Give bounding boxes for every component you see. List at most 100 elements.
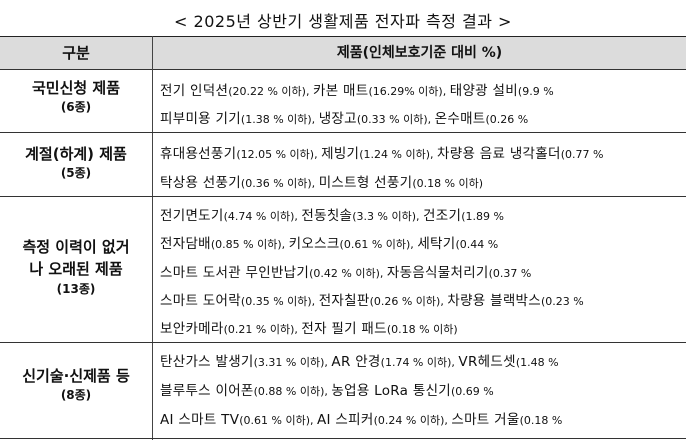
product-value: (1.48 % (515, 356, 559, 369)
product-value: (0.69 % (451, 385, 494, 398)
product-value: (0.26 % (485, 113, 529, 126)
product-value: (12.05 % 이하), (236, 148, 322, 161)
product-row: 피부미용 기기(1.38 % 이하), 냉장고(0.33 % 이하), 온수매트… (160, 107, 528, 127)
product-name: 전동칫솔 (301, 208, 353, 224)
category-label: 신기술·신제품 등 (22, 367, 130, 385)
product-name: 차량용 블랙박스 (447, 293, 541, 309)
product-value: (0.88 % 이하), (253, 385, 332, 398)
category-label: 측정 이력이 없거나 오래된 제품 (22, 238, 130, 278)
results-table: 구분 제품(인체보호기준 대비 %) 국민신청 제품 (6종) 전기 인덕션(2… (0, 36, 686, 440)
product-name: 전자칠판 (318, 293, 370, 309)
product-name: 건조기 (423, 208, 462, 224)
product-value: (1.89 % (461, 210, 504, 223)
category-count: (6종) (60, 100, 92, 114)
product-name: 카본 매트 (312, 83, 369, 99)
product-row: 탁상용 선풍기(0.36 % 이하), 미스트형 선풍기(0.18 % 이하) (160, 171, 483, 191)
product-row: 전자담배(0.85 % 이하), 키오스크(0.61 % 이하), 세탁기(0.… (160, 232, 498, 252)
product-name: AI 스마트 TV (160, 412, 240, 428)
product-name: VR헤드셋 (458, 354, 516, 370)
column-divider (152, 36, 153, 440)
header-category-cell: 구분 (0, 37, 153, 69)
product-name: 온수매트 (434, 111, 486, 127)
product-value: (4.74 % 이하), (223, 210, 302, 223)
category-count: (13종) (56, 282, 96, 296)
product-name: 전기면도기 (160, 208, 224, 224)
product-name: 전자담배 (160, 236, 211, 252)
product-name: 냉장고 (318, 111, 357, 127)
product-row: 휴대용선풍기(12.05 % 이하), 제빙기(1.24 % 이하), 차량용 … (160, 142, 603, 162)
product-value: (0.21 % 이하), (223, 323, 302, 336)
product-row: 보안카메라(0.21 % 이하), 전자 필기 패드(0.18 % 이하) (160, 317, 458, 337)
category-no-history: 측정 이력이 없거나 오래된 제품 (13종) (0, 236, 152, 298)
product-value: (0.24 % 이하), (373, 414, 452, 427)
product-row: 전기 인덕션(20.22 % 이하), 카본 매트(16.29% 이하), 태양… (160, 79, 554, 99)
product-value: (0.85 % 이하), (210, 238, 289, 251)
product-name: 자동음식물처리기 (386, 265, 489, 281)
product-name: 탄산가스 발생기 (160, 354, 254, 370)
product-value: (0.37 % (488, 267, 532, 280)
category-new-tech: 신기술·신제품 등 (8종) (0, 366, 152, 404)
product-name: 탁상용 선풍기 (160, 175, 241, 191)
product-value: (1.24 % 이하), (359, 148, 438, 161)
product-row: AI 스마트 TV(0.61 % 이하), AI 스피커(0.24 % 이하),… (160, 408, 562, 428)
product-name: 피부미용 기기 (160, 111, 241, 127)
group-divider (0, 342, 686, 343)
product-value: (0.61 % 이하), (339, 238, 418, 251)
product-name: 미스트형 선풍기 (318, 175, 413, 191)
product-name: 농업용 LoRa 통신기 (331, 383, 452, 399)
category-count: (5종) (60, 166, 92, 180)
header-category: 구분 (62, 44, 90, 62)
product-row: 스마트 도서관 무인반납기(0.42 % 이하), 자동음식물처리기(0.37 … (160, 261, 531, 281)
header-product-cell: 제품(인체보호기준 대비 %) (153, 37, 686, 69)
product-name: 전기 인덕션 (160, 83, 229, 99)
product-row: 전기면도기(4.74 % 이하), 전동칫솔(3.3 % 이하), 건조기(1.… (160, 204, 504, 224)
header-product: 제품(인체보호기준 대비 %) (336, 45, 503, 61)
product-name: 휴대용선풍기 (160, 146, 237, 162)
product-value: (0.18 % (519, 414, 563, 427)
product-value: (0.26 % 이하), (369, 295, 448, 308)
category-national-request: 국민신청 제품 (6종) (0, 78, 152, 116)
product-row: 블루투스 이어폰(0.88 % 이하), 농업용 LoRa 통신기(0.69 % (160, 379, 494, 399)
product-value: (9.9 % (517, 85, 554, 98)
product-name: 제빙기 (321, 146, 360, 162)
product-name: 차량용 음료 냉각홀더 (437, 146, 561, 162)
product-value: (1.74 % 이하), (380, 356, 459, 369)
category-label: 계절(하계) 제품 (25, 145, 127, 163)
category-seasonal: 계절(하계) 제품 (5종) (0, 144, 152, 182)
product-value: (3.31 % 이하), (253, 356, 332, 369)
product-value: (0.36 % 이하), (240, 177, 319, 190)
product-name: 스마트 거울 (451, 412, 520, 428)
product-name: 블루투스 이어폰 (160, 383, 254, 399)
product-name: AI 스피커 (317, 412, 374, 428)
product-name: 스마트 도서관 무인반납기 (160, 265, 310, 281)
product-value: (0.61 % 이하), (239, 414, 318, 427)
product-value: (20.22 % 이하), (228, 85, 313, 98)
group-divider (0, 196, 686, 197)
product-value: (0.33 % 이하), (356, 113, 435, 126)
product-row: 스마트 도어락(0.35 % 이하), 전자칠판(0.26 % 이하), 차량용… (160, 289, 584, 309)
table-bottom-border (0, 438, 686, 439)
product-value: (3.3 % 이하), (352, 210, 424, 223)
product-value: (0.35 % 이하), (240, 295, 319, 308)
table-title: < 2025년 상반기 생활제품 전자파 측정 결과 > (174, 12, 512, 31)
product-value: (0.44 % (455, 238, 499, 251)
product-name: AR 안경 (331, 354, 381, 370)
category-label: 국민신청 제품 (31, 79, 121, 97)
product-value: (0.23 % (540, 295, 584, 308)
product-row: 탄산가스 발생기(3.31 % 이하), AR 안경(1.74 % 이하), V… (160, 350, 559, 370)
product-name: 세탁기 (417, 236, 456, 252)
header-divider (0, 69, 686, 70)
product-value: (1.38 % 이하), (240, 113, 319, 126)
product-value: (0.42 % 이하), (309, 267, 387, 280)
product-value: (0.18 % 이하) (386, 323, 458, 336)
product-name: 보안카메라 (160, 321, 224, 337)
product-name: 스마트 도어락 (160, 293, 241, 309)
group-divider (0, 132, 686, 133)
category-count: (8종) (60, 388, 92, 402)
product-value: (16.29% 이하), (368, 85, 450, 98)
product-value: (0.77 % (560, 148, 604, 161)
product-name: 전자 필기 패드 (301, 321, 387, 337)
product-name: 키오스크 (288, 236, 340, 252)
product-name: 태양광 설비 (449, 83, 518, 99)
product-value: (0.18 % 이하) (412, 177, 484, 190)
